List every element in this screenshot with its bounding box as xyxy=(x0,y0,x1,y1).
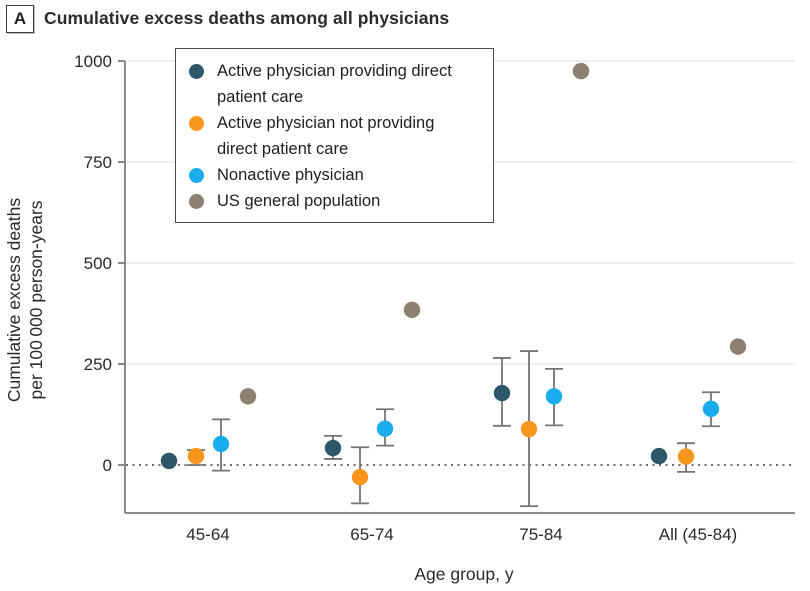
data-point xyxy=(239,388,257,405)
y-tick-label: 0 xyxy=(103,456,112,475)
y-tick-label: 1000 xyxy=(74,52,112,71)
data-point xyxy=(729,338,747,355)
data-point xyxy=(324,439,342,457)
legend-marker-dot xyxy=(189,115,204,131)
legend-label: Active physician providing direct patien… xyxy=(217,62,452,106)
data-point xyxy=(702,400,720,418)
figure-title: Cumulative excess deaths among all physi… xyxy=(44,8,450,28)
data-point xyxy=(572,62,590,80)
x-axis-title: Age group, y xyxy=(414,564,513,584)
x-tick-label: 45-64 xyxy=(186,525,229,544)
x-tick-label: All (45-84) xyxy=(659,525,737,544)
data-point xyxy=(650,447,668,465)
y-axis-title-line: per 100 000 person-years xyxy=(26,200,46,399)
data-point xyxy=(187,447,205,465)
x-tick-label: 65-74 xyxy=(350,525,393,544)
data-point xyxy=(212,435,230,453)
legend-label: Nonactive physician xyxy=(217,166,364,184)
data-point xyxy=(545,388,563,405)
legend-marker-dot xyxy=(189,63,204,79)
data-point xyxy=(351,468,369,486)
legend-item: Active physician not providing direct pa… xyxy=(189,110,481,162)
legend-label: Active physician not providing direct pa… xyxy=(217,114,435,158)
legend-item: Nonactive physician xyxy=(189,162,481,188)
panel-label-badge: A xyxy=(6,5,34,33)
data-point xyxy=(520,420,538,438)
x-tick-label: 75-84 xyxy=(519,525,562,544)
legend-item: US general population xyxy=(189,188,481,214)
y-axis-title-line: Cumulative excess deaths xyxy=(4,198,24,403)
data-point xyxy=(493,384,511,402)
y-tick-label: 750 xyxy=(84,153,112,172)
data-point xyxy=(403,301,421,319)
data-point xyxy=(160,452,178,470)
legend-item: Active physician providing direct patien… xyxy=(189,58,481,110)
legend-marker-dot xyxy=(189,193,204,209)
legend-marker-dot xyxy=(189,167,204,183)
y-tick-label: 250 xyxy=(84,355,112,374)
data-point xyxy=(677,448,695,465)
data-point xyxy=(376,420,394,437)
figure-header: A Cumulative excess deaths among all phy… xyxy=(0,0,810,38)
chart-legend: Active physician providing direct patien… xyxy=(175,48,494,223)
y-tick-label: 500 xyxy=(84,254,112,273)
legend-label: US general population xyxy=(217,192,381,210)
